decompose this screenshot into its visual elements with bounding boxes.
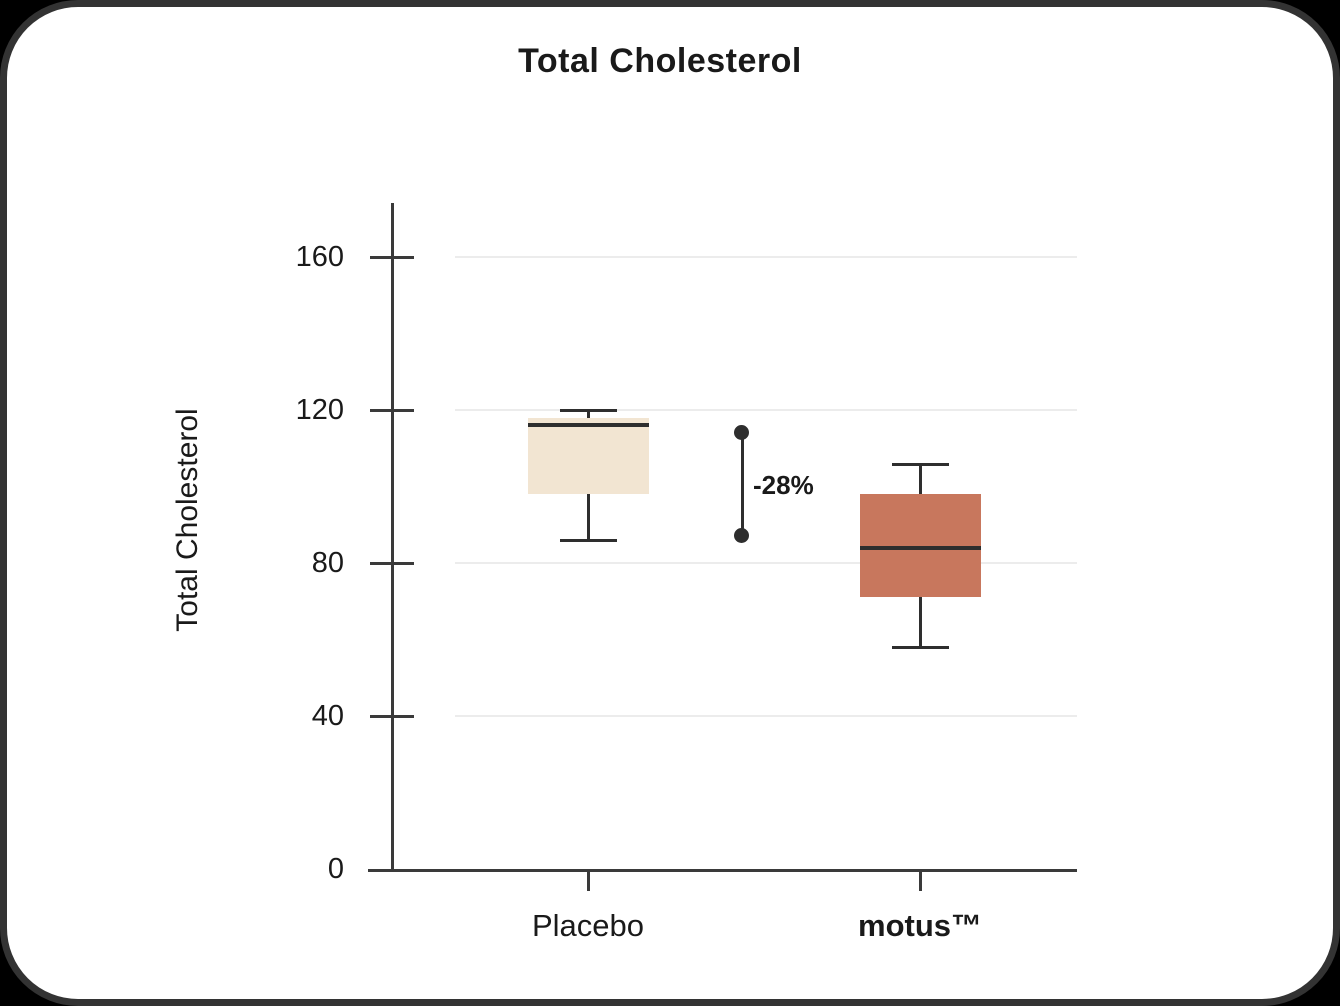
- annotation-dot-bottom: [734, 528, 749, 543]
- whisker-upper-placebo: [587, 410, 590, 418]
- gridline: [455, 409, 1077, 411]
- whisker-lower-treatment: [919, 597, 922, 647]
- y-axis-tick-label: 120: [295, 394, 344, 426]
- whisker-upper-treatment: [919, 464, 922, 494]
- y-axis-line: [391, 203, 394, 872]
- box-placebo: [527, 418, 649, 494]
- whisker-cap-upper-treatment: [891, 463, 949, 466]
- y-axis-tick-label: 40: [311, 700, 344, 732]
- annotation-delta-label: -28%: [753, 469, 814, 500]
- y-axis-tick-label: 160: [295, 241, 344, 273]
- x-axis-category-label: Placebo: [531, 908, 645, 943]
- y-axis-tick: [370, 409, 414, 412]
- whisker-lower-placebo: [587, 494, 590, 540]
- gridline: [455, 715, 1077, 717]
- x-axis-tick: [587, 872, 590, 891]
- whisker-cap-lower-placebo: [559, 539, 617, 542]
- gridline: [455, 562, 1077, 564]
- chart-title: Total Cholesterol: [518, 42, 802, 80]
- y-axis-tick-label: 0: [327, 853, 344, 885]
- x-axis-line: [368, 869, 1077, 872]
- x-axis-category-label: motus™: [858, 908, 982, 943]
- y-axis-tick: [370, 256, 414, 259]
- gridline: [455, 256, 1077, 258]
- annotation-dot-top: [734, 425, 749, 440]
- whisker-cap-lower-treatment: [891, 646, 949, 649]
- median-line-treatment: [859, 546, 981, 550]
- x-axis-tick: [919, 872, 922, 891]
- median-line-placebo: [527, 423, 649, 427]
- whisker-cap-upper-placebo: [559, 409, 617, 412]
- y-axis-tick: [370, 715, 414, 718]
- y-axis-tick-label: 80: [311, 547, 344, 579]
- y-axis-tick: [370, 562, 414, 565]
- box-treatment: [859, 494, 981, 597]
- annotation-line: [741, 433, 744, 536]
